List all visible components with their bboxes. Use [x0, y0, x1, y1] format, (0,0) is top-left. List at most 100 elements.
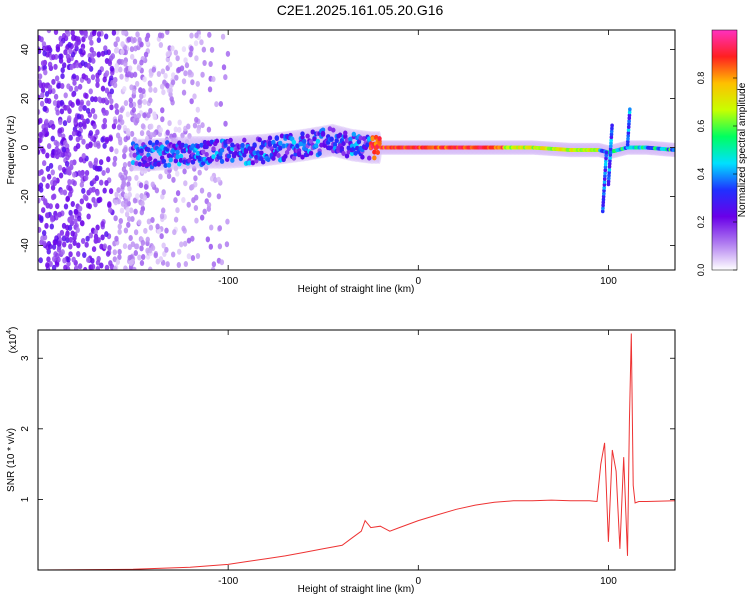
- heatmap-cell: [134, 243, 140, 250]
- heatmap-cell: [122, 30, 128, 35]
- heatmap-cell: [174, 74, 179, 81]
- heatmap-cell: [51, 255, 57, 262]
- heatmap-cell: [127, 185, 132, 192]
- heatmap-cell: [50, 169, 55, 176]
- heatmap-cell: [53, 30, 59, 35]
- heatmap-cell: [136, 65, 142, 72]
- heatmap-cell: [123, 198, 129, 205]
- heatmap-cell: [608, 147, 613, 152]
- heatmap-cell: [283, 153, 288, 159]
- heatmap-cell: [93, 157, 99, 164]
- heatmap-cell: [75, 129, 80, 136]
- heatmap-cell: [41, 230, 47, 237]
- heatmap-cell: [183, 143, 189, 149]
- heatmap-cell: [600, 209, 605, 214]
- heatmap-cell: [120, 41, 125, 48]
- heatmap-cell: [123, 146, 128, 153]
- heatmap-cell: [83, 266, 88, 270]
- heatmap-cell: [50, 135, 55, 142]
- heatmap-cell: [173, 197, 178, 204]
- heatmap-cell: [211, 261, 217, 268]
- top-y-tick-label: -20: [20, 189, 31, 204]
- heatmap-cell: [173, 158, 179, 164]
- heatmap-cell: [181, 197, 186, 204]
- heatmap-cell: [163, 72, 168, 79]
- heatmap-cell: [113, 41, 118, 48]
- top-x-axis: -100 0 100: [218, 30, 617, 287]
- heatmap-cell: [119, 107, 124, 114]
- heatmap-cell: [103, 33, 109, 40]
- heatmap-cell: [107, 60, 113, 67]
- heatmap-cell: [148, 266, 153, 270]
- heatmap-cell: [127, 160, 132, 167]
- heatmap-cell: [138, 182, 144, 189]
- heatmap-cell: [155, 223, 160, 230]
- heatmap-cell: [75, 143, 81, 150]
- top-y-tick-label: 40: [20, 44, 31, 56]
- heatmap-cell: [182, 168, 187, 175]
- heatmap-cell: [216, 176, 221, 183]
- heatmap-cell: [134, 160, 139, 166]
- heatmap-cell: [202, 139, 208, 145]
- heatmap-cell: [168, 91, 173, 98]
- heatmap-cell: [158, 42, 164, 49]
- heatmap-cell: [361, 136, 367, 142]
- heatmap-cell: [173, 216, 179, 223]
- heatmap-cell: [79, 171, 84, 178]
- heatmap-cell: [108, 260, 113, 267]
- heatmap-cell: [187, 69, 192, 76]
- heatmap-cell: [74, 41, 79, 48]
- heatmap-cell: [142, 194, 148, 201]
- heatmap-cell: [607, 164, 612, 169]
- heatmap-cell: [46, 256, 51, 263]
- heatmap-cell: [194, 217, 199, 224]
- spectrogram-frame: [37, 29, 676, 271]
- heatmap-cell: [142, 155, 148, 161]
- heatmap-cell: [146, 218, 152, 225]
- heatmap-cell: [627, 113, 632, 118]
- heatmap-cell: [68, 134, 73, 141]
- heatmap-cell: [61, 146, 67, 153]
- heatmap-cell: [95, 129, 100, 136]
- heatmap-cell: [71, 130, 77, 137]
- heatmap-cell: [194, 194, 199, 201]
- heatmap-cell: [172, 229, 177, 236]
- heatmap-cell: [607, 176, 611, 181]
- heatmap-cell: [671, 147, 675, 152]
- heatmap-cell: [233, 150, 238, 156]
- heatmap-cell: [95, 266, 100, 270]
- heatmap-cell: [149, 123, 154, 130]
- heatmap-cell: [129, 53, 135, 60]
- heatmap-cell: [117, 248, 122, 255]
- heatmap-cell: [143, 51, 149, 58]
- heatmap-cell: [208, 61, 213, 68]
- heatmap-cell: [104, 264, 110, 270]
- heatmap-cell: [154, 139, 160, 145]
- heatmap-cell: [230, 146, 235, 152]
- heatmap-cell: [68, 209, 73, 216]
- heatmap-cell: [141, 254, 146, 261]
- heatmap-cell: [223, 120, 228, 127]
- heatmap-cell: [208, 243, 214, 250]
- heatmap-cell: [105, 167, 111, 174]
- heatmap-cell: [111, 123, 117, 130]
- heatmap-cell: [94, 175, 99, 182]
- heatmap-cell: [140, 123, 146, 130]
- heatmap-cell: [109, 98, 114, 105]
- heatmap-cell: [254, 158, 259, 164]
- heatmap-cell: [148, 107, 153, 114]
- heatmap-cell: [114, 191, 119, 198]
- heatmap-cell: [107, 201, 112, 208]
- heatmap-cell: [626, 136, 630, 141]
- heatmap-cell: [60, 83, 65, 90]
- heatmap-cell: [296, 151, 302, 157]
- heatmap-cell: [160, 116, 165, 123]
- heatmap-cell: [130, 160, 136, 166]
- heatmap-cell: [166, 173, 172, 180]
- heatmap-cell: [111, 30, 117, 36]
- heatmap-cell: [165, 129, 170, 136]
- heatmap-cell: [135, 117, 140, 124]
- heatmap-cell: [602, 179, 607, 184]
- heatmap-cell: [125, 111, 131, 118]
- heatmap-cell: [157, 32, 163, 39]
